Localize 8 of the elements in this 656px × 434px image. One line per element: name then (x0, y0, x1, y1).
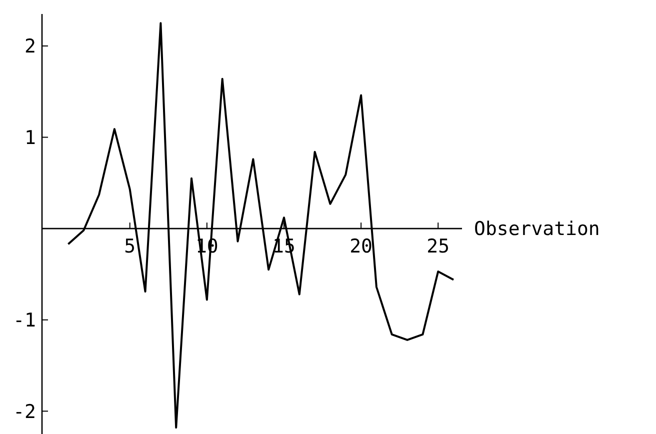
y-tick-label: 2 (24, 36, 36, 58)
x-tick-label: 5 (124, 236, 136, 258)
x-tick-label: 20 (350, 236, 372, 258)
y-tick-label: -2 (13, 400, 36, 423)
x-axis-title: Observation (474, 218, 600, 240)
x-tick-label: 25 (426, 236, 450, 258)
y-tick-label: -1 (13, 310, 36, 332)
y-tick-label: 1 (24, 126, 36, 149)
